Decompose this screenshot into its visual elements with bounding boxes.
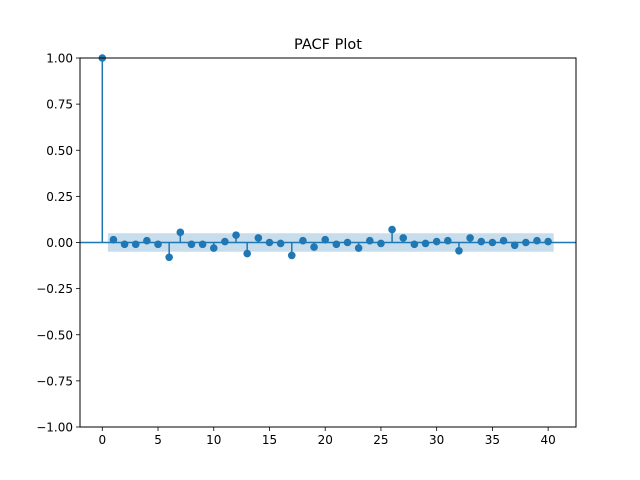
stem-marker: [354, 244, 363, 252]
stem-marker: [232, 231, 240, 239]
stem-marker: [466, 234, 474, 242]
x-tick-label: 40: [540, 433, 555, 447]
stem-marker: [287, 251, 296, 260]
stem-marker: [444, 236, 452, 245]
stem-marker: [477, 237, 486, 246]
y-tick-label: −1.00: [36, 421, 73, 435]
stem-marker: [488, 238, 497, 247]
stem-marker: [209, 244, 218, 252]
stem-marker: [343, 238, 352, 247]
x-tick-label: 30: [429, 433, 444, 447]
stem-marker: [276, 239, 285, 248]
x-tick-label: 15: [262, 433, 277, 447]
x-tick-label: 25: [373, 433, 388, 447]
stem-marker: [533, 236, 541, 245]
plot-frame: [79, 57, 577, 428]
stem-marker: [299, 236, 307, 245]
stem-marker: [510, 241, 519, 250]
stem-marker: [254, 234, 263, 242]
stem-layer: [98, 54, 552, 262]
stem-marker: [131, 240, 140, 249]
x-tick-label: 10: [206, 433, 221, 447]
stem-marker: [176, 228, 185, 237]
y-tick-label: −0.25: [36, 282, 73, 296]
y-axis: 1.00 0.75 0.50 0.25 0.00 −0.25 −0.50 −0.75 −1.00: [36, 52, 80, 435]
stem-marker: [310, 243, 318, 251]
x-tick-label: 0: [98, 433, 106, 447]
stem-marker: [187, 240, 196, 249]
stem-marker: [365, 236, 374, 245]
stem-marker: [221, 237, 229, 246]
stem-marker: [410, 240, 419, 249]
stem-marker: [399, 234, 408, 242]
y-tick-label: 0.25: [46, 190, 73, 204]
stem-marker: [522, 238, 530, 247]
chart-title: PACF Plot: [294, 37, 362, 53]
x-tick-label: 5: [154, 433, 162, 447]
stem-marker: [455, 247, 463, 255]
stem-marker: [109, 235, 118, 244]
stem-marker: [198, 240, 207, 249]
y-tick-label: −0.50: [36, 328, 73, 342]
stem-marker: [321, 235, 330, 244]
y-tick-label: 0.00: [46, 236, 73, 250]
stem-marker: [499, 236, 508, 245]
stem-marker: [243, 249, 251, 258]
stem-marker: [120, 240, 129, 249]
y-tick-label: −0.75: [36, 374, 73, 388]
stem-marker: [377, 239, 385, 248]
stem-marker: [265, 238, 274, 247]
y-tick-label: 1.00: [46, 52, 73, 66]
y-tick-label: 0.50: [46, 144, 73, 158]
stem-marker: [388, 225, 396, 234]
x-axis: 0 5 10 15 20 25 30 35 40: [98, 427, 556, 447]
x-tick-label: 35: [485, 433, 500, 447]
x-tick-label: 20: [318, 433, 333, 447]
stem-marker: [332, 240, 341, 249]
y-tick-label: 0.75: [46, 98, 73, 112]
stem-marker: [432, 237, 441, 246]
stem-marker: [154, 240, 162, 249]
stem-marker: [544, 237, 552, 246]
stem-marker: [421, 239, 430, 248]
stem-marker: [165, 253, 173, 262]
stem-marker: [143, 236, 151, 245]
